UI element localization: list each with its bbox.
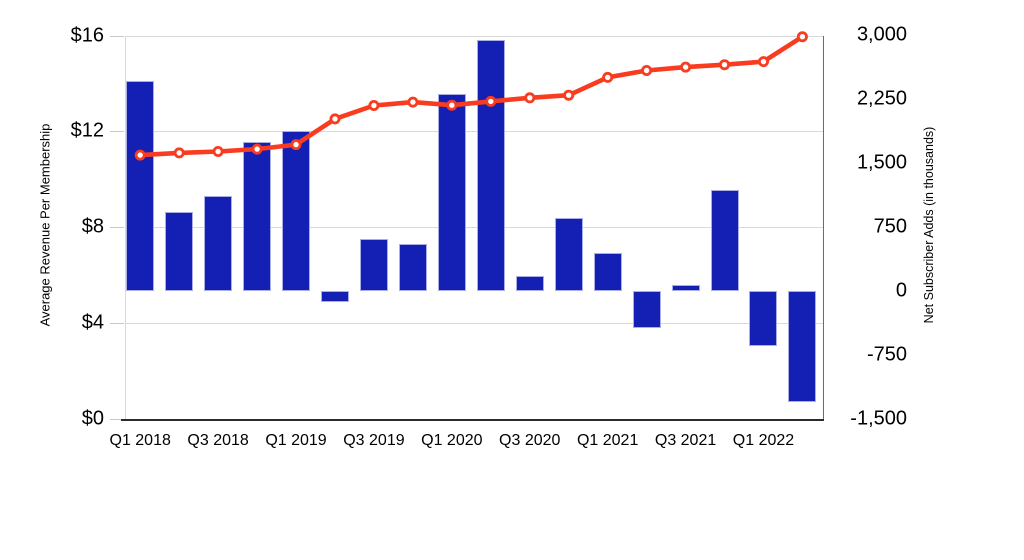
- right-axis-label: 0: [895, 279, 907, 302]
- bar-Q3-2021: [671, 285, 700, 291]
- left-axis-label: $4: [81, 311, 104, 334]
- bar-Q2-2022: [788, 291, 817, 402]
- bar-Q1-2021: [593, 252, 622, 291]
- legend: Average Revenue Per Membership Net Subsc…: [0, 488, 1024, 538]
- x-axis-label-Q1-2020: Q1 2020: [421, 432, 483, 449]
- bar-Q2-2021: [632, 291, 661, 328]
- bar-Q4-2021: [710, 189, 739, 291]
- bar-Q3-2019: [359, 239, 388, 291]
- right-axis-label: 3,000: [856, 23, 907, 46]
- bar-Q2-2019: [320, 291, 349, 303]
- gridline-12: [124, 131, 823, 133]
- right-axis-label: 750: [873, 215, 907, 238]
- x-axis-line: [121, 419, 824, 421]
- x-axis-label-Q3-2019: Q3 2019: [343, 432, 405, 449]
- x-axis-label-Q3-2018: Q3 2018: [187, 432, 249, 449]
- x-axis-label-Q1-2022: Q1 2022: [732, 432, 795, 449]
- left-tick-4: [110, 323, 124, 325]
- left-tick-16: [110, 35, 124, 37]
- bar-Q2-2020: [476, 40, 505, 291]
- right-axis-label: 1,500: [856, 151, 907, 174]
- bar-Q4-2019: [398, 244, 427, 291]
- bar-Q3-2020: [515, 275, 544, 291]
- left-axis-label: $8: [81, 215, 104, 238]
- x-axis-label-Q1-2019: Q1 2019: [265, 432, 327, 449]
- left-axis-label: $16: [70, 24, 104, 46]
- right-axis-label: -1,500: [850, 407, 907, 430]
- gridline-16: [124, 35, 823, 37]
- arm-point-Q2-2018: [173, 147, 185, 159]
- right-axis-label: 2,250: [856, 87, 907, 110]
- arm-point-Q1-2021: [602, 71, 614, 83]
- bar-Q2-2018: [165, 211, 194, 291]
- bar-Q3-2018: [204, 195, 233, 291]
- arm-point-Q4-2020: [563, 89, 575, 101]
- gridline-8: [124, 227, 823, 229]
- bar-Q4-2020: [554, 217, 583, 291]
- right-axis-label: -750: [866, 343, 907, 366]
- bar-Q4-2018: [243, 141, 272, 291]
- arm-point-Q3-2019: [368, 100, 380, 112]
- right-axis-title: Net Subscriber Adds (in thousands): [922, 126, 936, 324]
- arm-point-Q2-2021: [641, 65, 653, 77]
- bar-Q1-2018: [126, 80, 155, 291]
- plot-left-border: [124, 35, 126, 419]
- bar-Q1-2022: [749, 291, 778, 346]
- left-tick-8: [110, 227, 124, 229]
- arm-point-Q3-2020: [524, 92, 536, 104]
- arm-point-Q4-2021: [719, 59, 731, 71]
- arm-point-Q1-2022: [758, 56, 770, 68]
- x-axis-label-Q1-2021: Q1 2021: [576, 432, 639, 449]
- x-axis-label-Q3-2021: Q3 2021: [654, 432, 717, 449]
- arm-line: [137, 34, 805, 158]
- left-axis-label: $12: [70, 119, 104, 142]
- bar-Q1-2020: [437, 94, 466, 291]
- arm-point-Q2-2019: [329, 113, 341, 125]
- arm-point-Q3-2021: [680, 61, 692, 73]
- left-axis-label: $0: [81, 407, 104, 430]
- gridline-4: [124, 323, 823, 325]
- left-tick-12: [110, 131, 124, 133]
- plot-right-border: [822, 35, 824, 419]
- arm-point-Q4-2019: [407, 96, 419, 108]
- x-axis-label-Q1-2018: Q1 2018: [109, 432, 171, 449]
- arm-point-Q2-2022: [796, 31, 808, 43]
- bar-Q1-2019: [282, 130, 311, 291]
- x-axis-label-Q3-2020: Q3 2020: [499, 432, 561, 449]
- left-tick-0: [110, 419, 124, 420]
- arm-point-Q3-2018: [212, 145, 224, 157]
